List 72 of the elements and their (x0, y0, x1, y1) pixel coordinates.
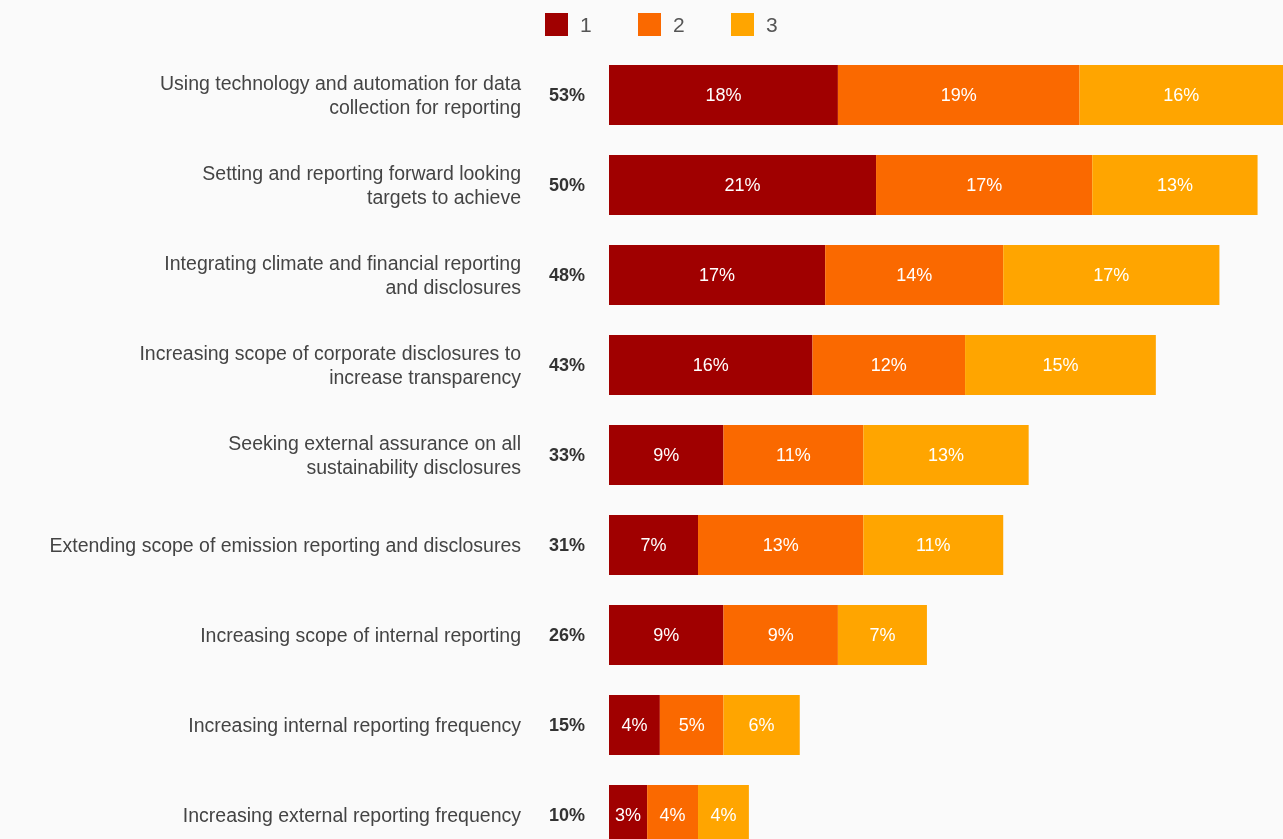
y-tick-label: Increasing scope of corporate disclosures to increase transparency (139, 341, 522, 388)
data-label: 21% (724, 175, 761, 196)
data-label: 5% (678, 715, 705, 736)
data-label: 4% (710, 805, 737, 826)
bar (1079, 65, 1283, 125)
bar (723, 695, 800, 755)
bar (609, 425, 724, 485)
data-label: 13% (1156, 175, 1193, 196)
y-tick-label: Increasing scope of internal reporting (200, 623, 521, 646)
legend-label: 1 (580, 13, 592, 37)
data-label: 7% (640, 535, 667, 556)
data-label: 13% (762, 535, 799, 556)
data-label: 19% (940, 85, 977, 106)
bar (837, 65, 1080, 125)
data-label: 17% (966, 175, 1003, 196)
total-label: 33% (548, 445, 586, 466)
total-label: 48% (548, 265, 586, 286)
data-label: 9% (653, 625, 680, 646)
data-label: 17% (699, 265, 736, 286)
bar (609, 515, 699, 575)
total-label: 26% (548, 625, 586, 646)
total-label: 53% (548, 85, 586, 106)
y-tick-label: Increasing internal reporting frequency (188, 713, 522, 736)
y-tick-label: Increasing external reporting frequency (182, 803, 522, 826)
bar (659, 695, 724, 755)
bar (723, 605, 838, 665)
total-label: 10% (548, 805, 586, 826)
data-label: 13% (927, 445, 965, 466)
bar (825, 245, 1004, 305)
data-label: 16% (1163, 85, 1200, 106)
data-label: 4% (659, 805, 686, 826)
data-label: 11% (915, 535, 951, 556)
data-label: 3% (615, 805, 642, 826)
data-label: 7% (869, 625, 896, 646)
bar (609, 605, 724, 665)
y-tick-label: Setting and reporting forward looking targets to achieve (202, 161, 521, 208)
data-label: 11% (776, 445, 811, 466)
bar (837, 605, 927, 665)
data-label: 6% (748, 715, 775, 736)
bar (609, 245, 826, 305)
bar (723, 425, 864, 485)
bar (1003, 245, 1220, 305)
bar (1092, 155, 1258, 215)
y-tick-label: Extending scope of emission reporting and disclosures (49, 533, 522, 556)
data-label: 17% (1093, 265, 1130, 286)
y-tick-label: Integrating climate and financial reporting and disclosures (164, 251, 522, 298)
y-tick-label: Using technology and automation for data collection for reporting (160, 71, 522, 118)
legend-label: 2 (673, 13, 685, 37)
total-label: 43% (548, 355, 586, 376)
data-label: 16% (692, 355, 729, 376)
data-label: 9% (767, 625, 794, 646)
bar (863, 515, 1004, 575)
total-label: 15% (548, 715, 586, 736)
bar (609, 155, 877, 215)
bar (812, 335, 966, 395)
y-tick-label: Seeking external assurance on all sustainability disclosures (228, 431, 522, 478)
data-label: 12% (870, 355, 907, 376)
total-label: 50% (548, 175, 586, 196)
bar (609, 335, 813, 395)
data-label: 4% (621, 715, 648, 736)
data-label: 15% (1042, 355, 1079, 376)
bar (965, 335, 1156, 395)
bar (609, 65, 838, 125)
legend-label: 3 (766, 13, 778, 37)
data-label: 18% (705, 85, 742, 106)
bar (609, 695, 660, 755)
bar (698, 515, 864, 575)
data-label: 14% (896, 265, 933, 286)
bar (863, 425, 1029, 485)
bar (876, 155, 1093, 215)
data-label: 9% (653, 445, 680, 466)
total-label: 31% (548, 535, 586, 556)
